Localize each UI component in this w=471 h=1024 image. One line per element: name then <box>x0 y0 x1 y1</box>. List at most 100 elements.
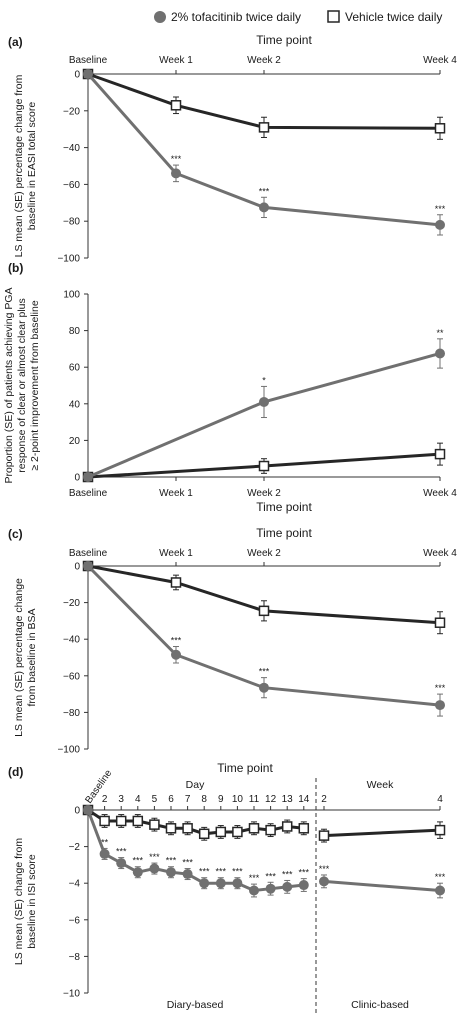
x-tick-label: Week 2 <box>247 488 281 499</box>
x-tick-label: 7 <box>185 794 191 805</box>
data-point-vehicle <box>182 823 193 834</box>
data-point-vehicle <box>434 824 446 836</box>
significance-label: *** <box>282 869 293 879</box>
data-point-vehicle <box>149 819 160 830</box>
y-tick-label: −10 <box>63 989 80 1000</box>
x-tick-label: 8 <box>201 794 207 805</box>
x-tick-label: Baseline <box>83 768 114 806</box>
data-point-tofacitinib <box>232 878 243 889</box>
data-point-vehicle <box>258 460 270 472</box>
significance-label: *** <box>149 852 160 862</box>
significance-label: *** <box>319 864 330 874</box>
legend-marker-vehicle <box>327 10 340 23</box>
panel-label: (a) <box>8 35 23 49</box>
data-point-vehicle <box>99 815 110 827</box>
data-point-vehicle <box>215 826 227 838</box>
significance-label: * <box>262 375 266 385</box>
significance-label: *** <box>435 683 446 693</box>
data-point-tofacitinib <box>99 848 110 859</box>
x-tick-label: Baseline <box>69 548 108 559</box>
x-tick-label: Week 2 <box>247 548 281 559</box>
y-axis-title: LS mean (SE) percentage change from basel… <box>13 74 38 257</box>
y-tick-label: −100 <box>57 254 80 265</box>
x-tick-label: Baseline <box>69 488 108 499</box>
significance-label: *** <box>199 867 210 877</box>
y-tick-label: 0 <box>74 70 80 81</box>
data-point-tofacitinib <box>83 69 93 79</box>
data-point-tofacitinib <box>282 881 293 892</box>
y-tick-label: 0 <box>74 473 80 484</box>
y-axis-title-line: LS mean (SE) change from <box>13 838 25 965</box>
series-vehicle-line <box>87 564 441 625</box>
y-tick-label: 40 <box>69 399 81 410</box>
significance-label: *** <box>133 856 144 866</box>
data-point-vehicle <box>318 830 330 841</box>
data-point-tofacitinib <box>259 396 269 407</box>
significance-label: *** <box>166 856 177 866</box>
data-point-tofacitinib <box>319 876 329 887</box>
significance-label: *** <box>216 867 227 877</box>
data-point-vehicle <box>115 815 127 827</box>
data-point-tofacitinib <box>166 867 176 878</box>
y-tick-label: 0 <box>74 562 80 573</box>
group-label-day: Day <box>186 779 205 791</box>
x-axis-title: Time point <box>256 500 312 514</box>
x-tick-label: Week 2 <box>247 55 281 66</box>
data-point-tofacitinib <box>171 168 181 179</box>
y-axis-title-line: LS mean (SE) percentage change <box>13 578 25 737</box>
legend-label-tofacitinib: 2% tofacitinib twice daily <box>171 10 301 24</box>
data-point-tofacitinib <box>435 348 445 359</box>
panel-label: (b) <box>8 261 23 275</box>
y-axis-title-line: from baseline in BSA <box>26 608 38 706</box>
x-tick-label: Week 1 <box>159 488 193 499</box>
legend-marker-tofacitinib <box>154 11 166 23</box>
data-point-vehicle <box>265 824 276 836</box>
significance-label: *** <box>435 204 446 214</box>
x-tick-label: 2 <box>321 794 327 805</box>
data-point-tofacitinib <box>249 885 259 896</box>
legend-label-vehicle: Vehicle twice daily <box>345 10 442 24</box>
x-tick-label: Week 4 <box>423 548 457 559</box>
data-point-tofacitinib <box>83 472 93 482</box>
data-point-tofacitinib <box>298 880 309 891</box>
series-tofacitinib-line <box>86 564 441 707</box>
y-axis-title-line: baseline in EASI total score <box>26 102 38 231</box>
data-point-tofacitinib <box>182 869 193 880</box>
x-tick-label: Week 1 <box>159 548 193 559</box>
data-point-vehicle <box>434 123 446 134</box>
series-tofacitinib-line <box>86 73 441 227</box>
panel-label: (c) <box>8 527 23 541</box>
significance-label: *** <box>182 858 193 868</box>
data-point-vehicle <box>258 122 270 133</box>
y-tick-label: 0 <box>74 806 80 817</box>
data-point-tofacitinib <box>259 682 269 693</box>
x-axis-title: Time point <box>256 33 312 47</box>
x-axis-title: Time point <box>217 761 273 775</box>
data-point-vehicle <box>281 821 293 832</box>
data-point-tofacitinib <box>171 649 181 660</box>
data-point-vehicle <box>170 577 182 588</box>
data-point-tofacitinib <box>149 863 160 874</box>
data-point-vehicle <box>165 823 177 834</box>
data-point-tofacitinib <box>116 858 127 869</box>
data-point-vehicle <box>132 815 144 827</box>
data-point-tofacitinib <box>435 219 445 230</box>
y-tick-label: −80 <box>63 708 80 719</box>
data-point-tofacitinib <box>259 202 269 213</box>
data-point-tofacitinib <box>265 883 276 894</box>
data-point-vehicle <box>434 448 446 460</box>
series-vehicle-line <box>87 72 441 130</box>
y-tick-label: −60 <box>63 671 80 682</box>
significance-label: *** <box>259 186 270 196</box>
y-tick-label: −6 <box>69 915 81 926</box>
data-point-vehicle <box>170 100 182 111</box>
data-point-vehicle <box>298 823 310 834</box>
significance-label: ** <box>436 328 444 338</box>
data-point-tofacitinib <box>435 700 445 711</box>
x-axis-title: Time point <box>256 526 312 540</box>
y-tick-label: −40 <box>63 635 80 646</box>
x-tick-label: 13 <box>282 794 294 805</box>
data-point-vehicle <box>198 828 210 840</box>
y-axis-title-line: LS mean (SE) percentage change from <box>13 74 25 257</box>
